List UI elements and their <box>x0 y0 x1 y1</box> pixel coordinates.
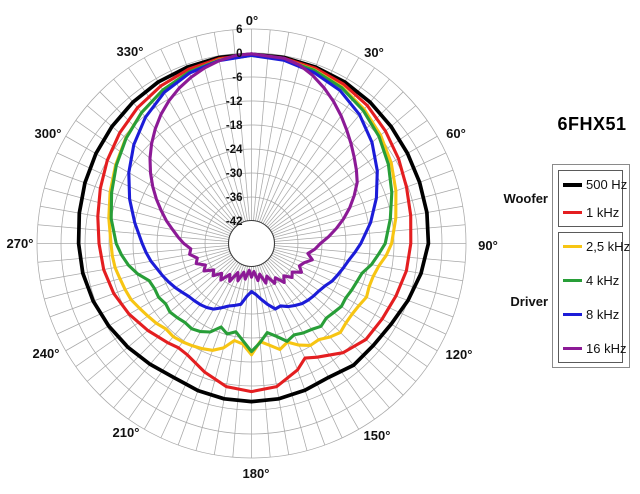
series-curve-4-khz <box>109 53 394 354</box>
radial-tick-label: -24 <box>226 144 243 156</box>
legend-entry-label: 16 kHz <box>586 341 627 356</box>
legend-entry: 8 kHz <box>563 307 622 322</box>
legend-entry: 1 kHz <box>563 205 622 220</box>
legend-swatch-2-5-khz <box>563 245 582 248</box>
radial-tick-label: -18 <box>226 120 243 132</box>
legend-entry: 500 Hz <box>563 177 627 192</box>
legend-entry-label: 4 kHz <box>586 273 620 288</box>
legend-swatch-4-khz <box>563 279 582 282</box>
radial-tick-label: -12 <box>226 96 243 108</box>
angle-tick-label-240: 240° <box>33 346 60 361</box>
series-curve-1-khz <box>96 53 413 394</box>
angle-tick-label-180: 180° <box>243 466 270 481</box>
legend-swatch-8-khz <box>563 313 582 316</box>
radial-tick-label: -42 <box>226 216 243 228</box>
grid-ring <box>156 148 347 339</box>
angle-tick-label-90: 90° <box>478 238 498 253</box>
legend-swatch-16-khz <box>563 347 582 350</box>
legend-group-label-driver: Driver <box>510 294 548 309</box>
grid-ring <box>84 76 419 411</box>
chart-title: 6FHX51 <box>557 114 627 134</box>
angle-tick-label-150: 150° <box>364 428 391 443</box>
legend-entry: 16 kHz <box>563 341 626 356</box>
series-curve-500-hz <box>76 52 431 404</box>
angle-tick-label-0: 0° <box>246 13 258 28</box>
legend-entry: 2,5 kHz <box>563 239 630 254</box>
center-circle <box>227 219 276 268</box>
legend-entry-label: 1 kHz <box>586 205 620 220</box>
legend-entry-label: 2,5 kHz <box>586 239 631 254</box>
angle-tick-label-60: 60° <box>446 126 466 141</box>
legend-entry-label: 8 kHz <box>586 307 620 322</box>
angle-tick-label-210: 210° <box>113 425 140 440</box>
legend-swatch-500-hz <box>563 182 582 187</box>
polar-grid <box>36 28 467 459</box>
angle-tick-label-120: 120° <box>446 347 473 362</box>
radial-tick-label: -6 <box>232 72 242 84</box>
series-curve-2-5-khz <box>107 53 398 357</box>
angle-tick-label-270: 270° <box>7 236 34 251</box>
radial-tick-label: -36 <box>226 192 243 204</box>
grid-ring <box>108 100 395 387</box>
legend-group-label-woofer: Woofer <box>503 191 548 206</box>
legend-group-box: 500 Hz 1 kHz <box>558 170 627 227</box>
radial-tick-label: 0 <box>236 48 242 60</box>
radial-tick-label: -30 <box>226 168 243 180</box>
legend-group-box: 2,5 kHz 4 kHz 8 kHz 16 kHz <box>558 232 630 363</box>
grid-ring <box>204 196 299 291</box>
angle-tick-label-30: 30° <box>364 45 384 60</box>
series-curve-16-khz <box>148 52 359 285</box>
radial-tick-label: 6 <box>236 24 242 36</box>
angle-tick-label-300: 300° <box>35 126 62 141</box>
legend-entry-label: 500 Hz <box>586 177 628 192</box>
legend: Woofer 500 Hz 1 kHz Driver 2,5 kHz 4 kHz 8 kHz… <box>460 160 640 375</box>
angle-tick-label-330: 330° <box>117 44 144 59</box>
legend-entry: 4 kHz <box>563 273 622 288</box>
series-curve-8-khz <box>127 53 379 311</box>
legend-swatch-1-khz <box>563 211 582 214</box>
grid-ring <box>36 28 467 459</box>
grid-ring <box>132 124 371 363</box>
